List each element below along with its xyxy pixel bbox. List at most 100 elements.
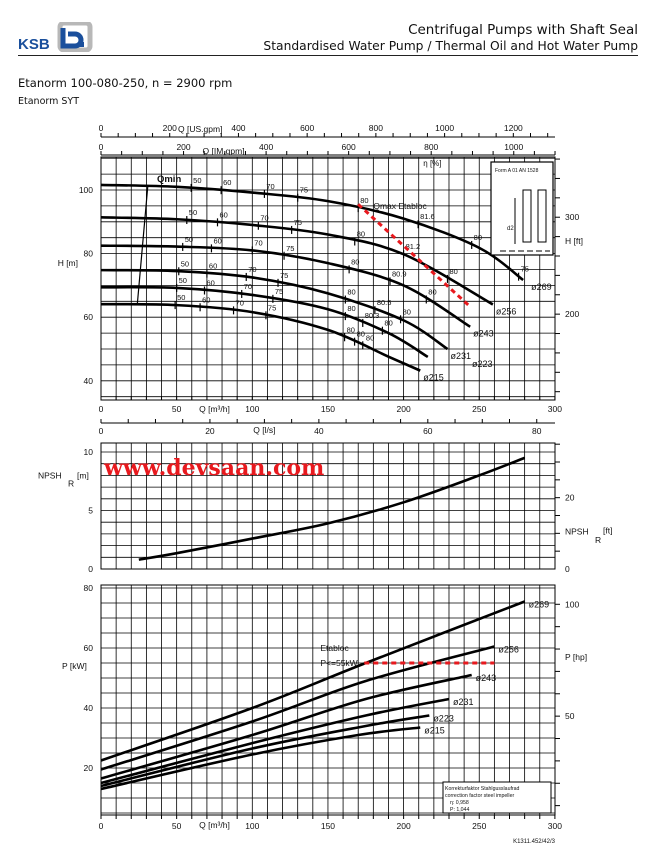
efficiency-label: 60 (206, 279, 214, 288)
inset-dim-label: d2 (507, 226, 514, 232)
head-curve-3 (100, 268, 449, 351)
head-curve-label: ø215 (423, 373, 444, 383)
efficiency-label: 70 (254, 238, 262, 247)
efficiency-label: 80 (357, 229, 365, 238)
npsh-right-label-sub: R (595, 535, 601, 545)
inset-hub-left (522, 189, 532, 243)
head-curve-label: ø243 (473, 329, 494, 339)
us-gpm-axis-tick-label: 400 (231, 123, 245, 133)
efficiency-label: 70 (236, 298, 244, 307)
efficiency-label: 80 (360, 196, 368, 205)
ls-axis-tick-label: 60 (423, 426, 433, 436)
npsh-y-tick-label: 5 (88, 506, 93, 516)
etabloc-limit-label: Etabloc (320, 643, 349, 653)
efficiency-label: 80.9 (392, 269, 407, 278)
us-gpm-axis-tick-label: 1000 (435, 123, 454, 133)
head-curve-2 (100, 244, 471, 328)
efficiency-label: 50 (185, 235, 193, 244)
head-curve-0 (100, 183, 524, 282)
npsh-y-label-sub: R (68, 479, 74, 489)
efficiency-label: 80 (428, 287, 436, 296)
power-curve-label: ø223 (433, 714, 454, 724)
efficiency-label: 81.6 (420, 212, 435, 221)
efficiency-label: 60 (202, 295, 210, 304)
power-y-tick-label: 40 (84, 703, 94, 713)
npsh-y-tick-label: 0 (88, 564, 93, 574)
m3h-axis-bottom-label: Q [m³/h] (199, 820, 230, 830)
m3h-axis-top-tick-label: 300 (548, 404, 562, 414)
m3h-axis-bottom-tick-label: 50 (172, 821, 182, 831)
header-divider (18, 55, 638, 56)
efficiency-label: 80 (347, 288, 355, 297)
svg-text:KSB: KSB (18, 36, 50, 52)
power-curve-5 (100, 726, 421, 791)
efficiency-label: 50 (193, 176, 201, 185)
head-curve-5 (100, 302, 421, 372)
pump-subtitle: Etanorm SYT (18, 96, 80, 107)
m3h-axis-top-tick-label: 0 (99, 404, 104, 414)
power-curve-label: ø215 (424, 726, 445, 736)
efficiency-label: 81.2 (406, 242, 421, 251)
ls-axis-tick-label: 40 (314, 426, 324, 436)
efficiency-label: 75 (275, 287, 283, 296)
us-gpm-axis-tick-label: 800 (369, 123, 383, 133)
m3h-axis-label-top: Q [m³/h] (199, 404, 230, 414)
head-curve-label: ø269 (531, 282, 552, 292)
drawing-code: K1311.452/42/3 (513, 839, 556, 845)
efficiency-label: 60 (209, 262, 217, 271)
m3h-axis-top-tick-label: 150 (321, 404, 335, 414)
im-gpm-axis-tick-label: 200 (176, 142, 190, 152)
head-y-tick-label: 60 (84, 312, 94, 322)
pump-title: Etanorm 100-080-250, n = 2900 rpm (18, 76, 233, 90)
power-y-tick-label: 80 (84, 583, 94, 593)
im-gpm-axis-tick-label: 1000 (504, 142, 523, 152)
efficiency-label: 70 (260, 214, 268, 223)
im-gpm-axis-tick-label: 600 (342, 142, 356, 152)
head-y-label: H [m] (58, 258, 78, 268)
npsh-y-tick-label: 10 (84, 447, 94, 457)
efficiency-label: 75 (268, 303, 276, 312)
efficiency-axis-label: η [%] (423, 159, 441, 168)
power-curve-2 (100, 673, 472, 780)
correction-box-line1: Korrekturfaktor Stahlgusslaufrad (445, 786, 520, 792)
power-right-label: P [hp] (565, 652, 587, 662)
efficiency-label: 80 (347, 304, 355, 313)
m3h-axis-top-tick-label: 200 (397, 404, 411, 414)
efficiency-label: 80 (366, 333, 374, 342)
ls-axis-tick-label: 20 (205, 426, 215, 436)
us-gpm-axis-tick-label: 0 (99, 123, 104, 133)
header-line-2: Standardised Water Pump / Thermal Oil an… (263, 39, 638, 53)
correction-box-line2: correction factor steel impeller (445, 793, 514, 799)
head-y-tick-label: 40 (84, 376, 94, 386)
npsh-y-label-unit: [m] (77, 470, 89, 480)
power-curve-label: ø243 (476, 673, 497, 683)
im-gpm-axis-tick-label: 800 (424, 142, 438, 152)
efficiency-label: 80.3 (365, 311, 380, 320)
efficiency-label: 60 (213, 236, 221, 245)
m3h-axis-bottom-tick-label: 300 (548, 821, 562, 831)
power-curve-label: ø231 (453, 697, 474, 707)
efficiency-label: 75 (521, 265, 529, 274)
power-curve-label: ø256 (498, 645, 519, 655)
head-right-tick-label: 300 (565, 212, 579, 222)
us-gpm-axis-tick-label: 200 (163, 123, 177, 133)
efficiency-label: 80 (384, 319, 392, 328)
efficiency-label: 75 (286, 244, 294, 253)
m3h-axis-bottom-tick-label: 100 (245, 821, 259, 831)
npsh-right-label-unit: [ft] (603, 525, 612, 535)
us-gpm-axis-tick-label: 600 (300, 123, 314, 133)
ls-axis-tick-label: 0 (99, 426, 104, 436)
head-right-tick-label: 200 (565, 309, 579, 319)
correction-box (442, 781, 552, 814)
efficiency-label: 70 (244, 282, 252, 291)
npsh-right-label: NPSH (565, 527, 589, 537)
power-curve-3 (100, 697, 450, 785)
head-y-tick-label: 100 (79, 185, 93, 195)
im-gpm-axis-label: Q [IM.gpm] (203, 146, 245, 156)
npsh-right-tick-label: 0 (565, 564, 570, 574)
efficiency-label: 80 (474, 233, 482, 242)
efficiency-label: 50 (181, 259, 189, 268)
efficiency-label: 80 (449, 267, 457, 276)
m3h-axis-bottom-tick-label: 150 (321, 821, 335, 831)
